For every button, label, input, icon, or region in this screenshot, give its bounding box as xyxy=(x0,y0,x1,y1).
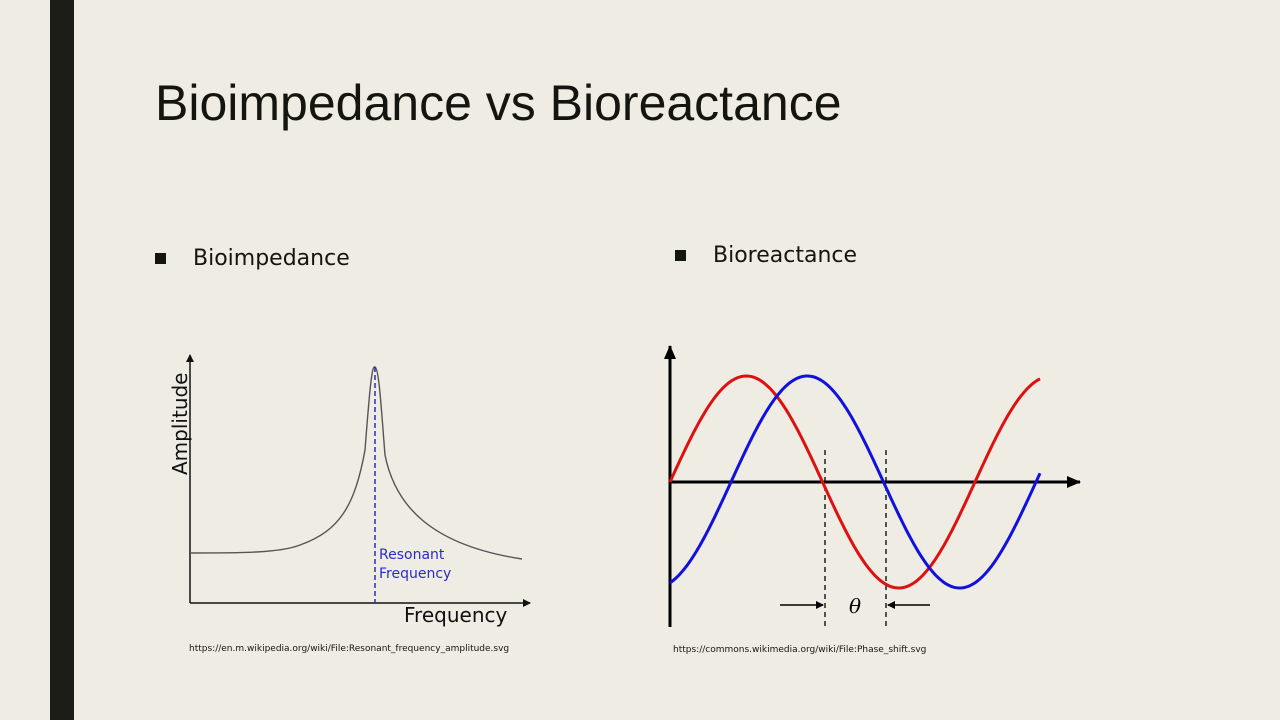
accent-bar xyxy=(50,0,74,720)
bullet-bioimpedance: Bioimpedance xyxy=(155,246,350,271)
resonant-label-line1: Resonant xyxy=(379,547,445,563)
reference-wave xyxy=(668,374,1041,590)
resonance-curve xyxy=(189,366,523,560)
resonance-figure: Amplitude Frequency Resonant Frequency xyxy=(168,354,531,627)
amplitude-axis-label: Amplitude xyxy=(168,373,192,476)
bullet-square-icon xyxy=(675,250,686,261)
slide-title: Bioimpedance vs Bioreactance xyxy=(155,75,842,131)
source-link-left[interactable]: https://en.m.wikipedia.org/wiki/File:Res… xyxy=(189,644,510,654)
phase-shift-figure: θ xyxy=(664,345,1081,627)
bullet-label-bioimpedance: Bioimpedance xyxy=(193,246,350,271)
resonant-label-line2: Frequency xyxy=(379,566,451,582)
bullet-label-bioreactance: Bioreactance xyxy=(713,243,858,268)
frequency-axis-label: Frequency xyxy=(404,603,507,627)
source-link-right[interactable]: https://commons.wikimedia.org/wiki/File:… xyxy=(673,645,927,655)
shifted-wave xyxy=(669,374,1042,590)
bullet-bioreactance: Bioreactance xyxy=(675,243,857,268)
bullet-square-icon xyxy=(155,253,166,264)
phase-angle-label: θ xyxy=(849,594,861,618)
